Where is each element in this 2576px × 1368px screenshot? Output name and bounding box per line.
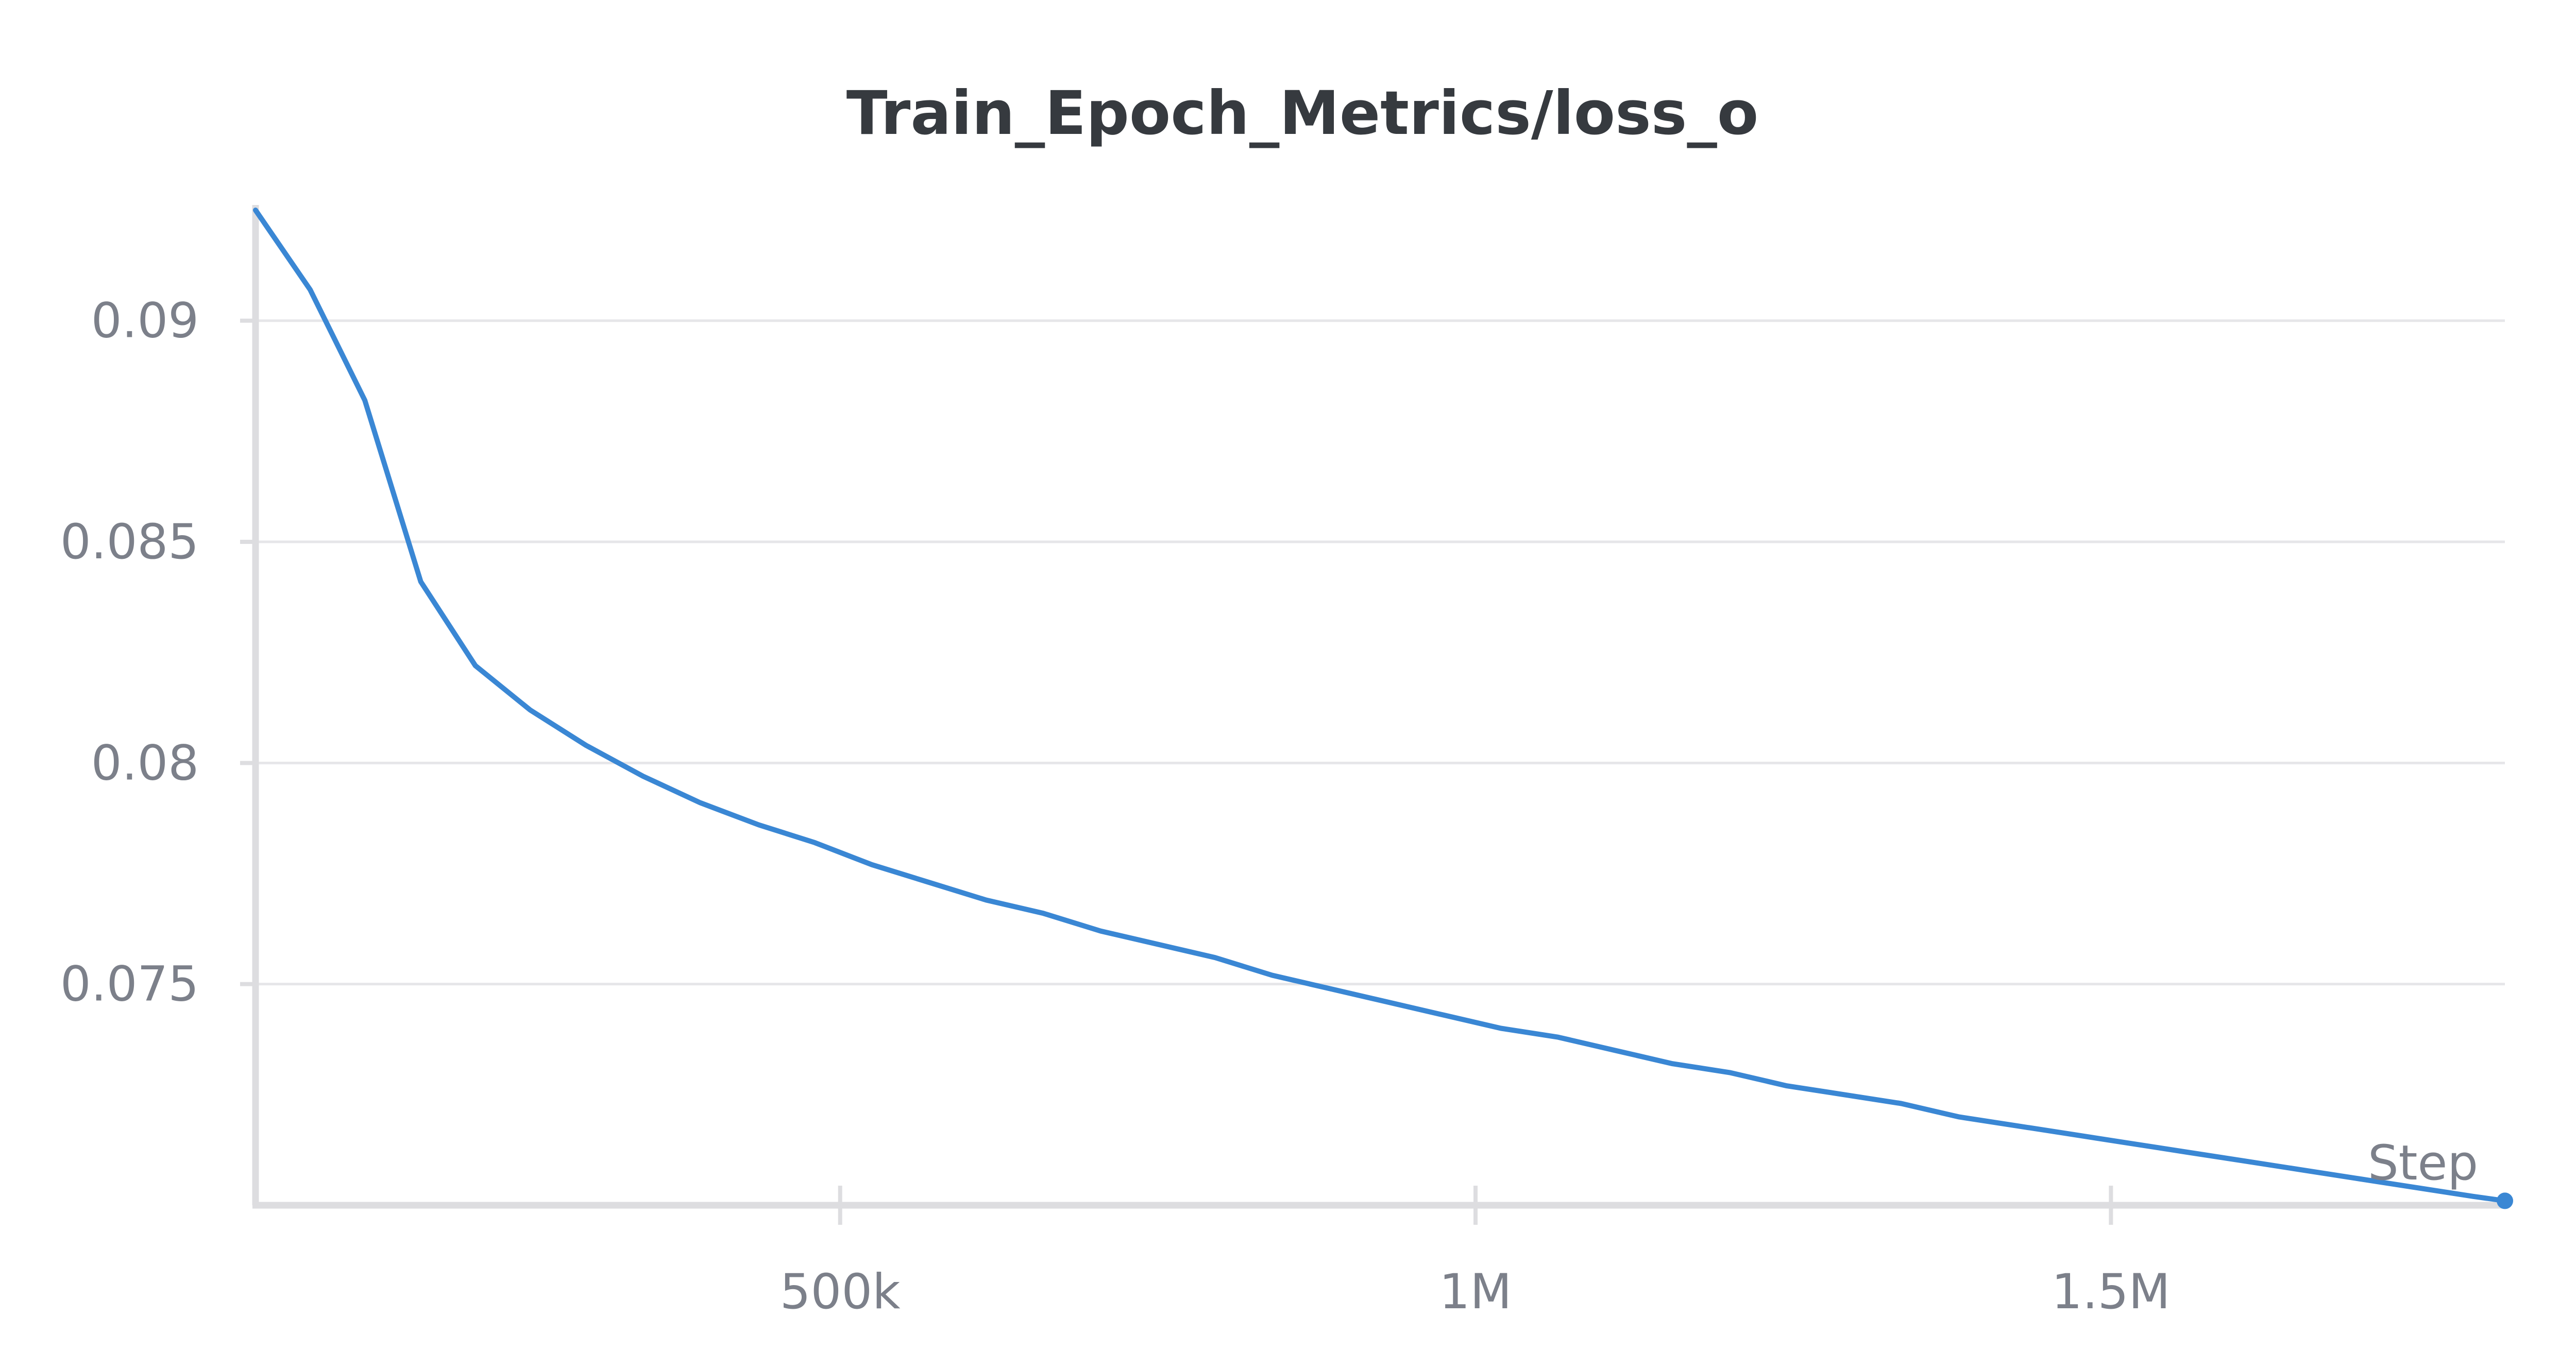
chart-title: Train_Epoch_Metrics/loss_o bbox=[846, 78, 1759, 148]
series-end-point bbox=[2497, 1192, 2513, 1209]
x-tick-labels: 500k 1M 1.5M bbox=[780, 1264, 2171, 1320]
axes bbox=[240, 205, 2505, 1225]
y-tick-label: 0.09 bbox=[91, 293, 199, 349]
y-tick-labels: 0.09 0.085 0.08 0.075 bbox=[60, 293, 199, 1013]
x-tick-label: 1M bbox=[1439, 1264, 1512, 1320]
x-tick-label: 500k bbox=[780, 1264, 901, 1320]
y-tick-label: 0.08 bbox=[91, 735, 199, 791]
series-line bbox=[253, 208, 2507, 1204]
y-tick-label: 0.075 bbox=[60, 956, 199, 1013]
series-layer bbox=[253, 208, 2513, 1209]
x-tick-label: 1.5M bbox=[2052, 1264, 2171, 1320]
y-tick-label: 0.085 bbox=[60, 514, 199, 570]
grid-lines bbox=[256, 319, 2505, 986]
x-axis-label: Step bbox=[2368, 1135, 2478, 1191]
